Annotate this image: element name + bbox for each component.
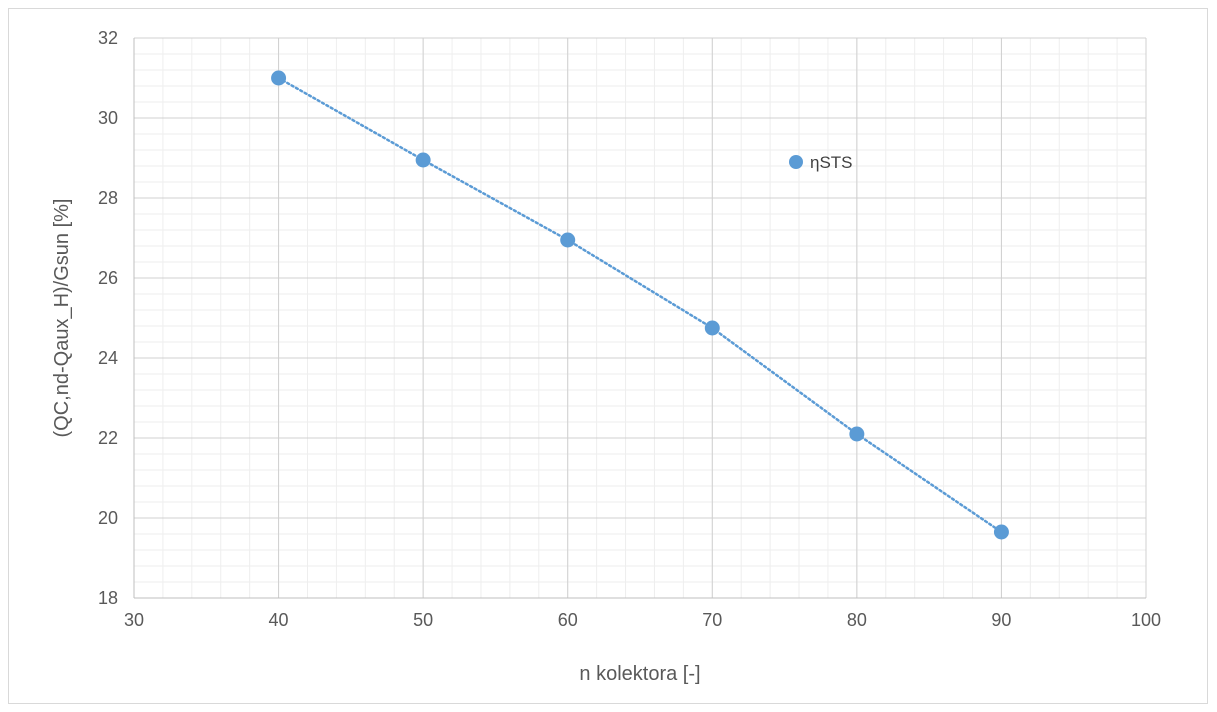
y-tick-label: 30 [98, 108, 118, 128]
y-axis-label: (QC,nd-Qaux_H)/Gsun [%] [51, 199, 73, 438]
trendline [277, 76, 1003, 534]
x-tick-label: 60 [558, 610, 578, 630]
y-tick-label: 26 [98, 268, 118, 288]
data-point [560, 232, 576, 248]
legend-label: ηSTS [810, 153, 853, 172]
trendline-path [277, 76, 1003, 534]
x-tick-labels: 30 40 50 60 70 80 90 100 [124, 610, 1161, 630]
x-tick-label: 70 [702, 610, 722, 630]
data-point [849, 426, 865, 442]
y-tick-label: 20 [98, 508, 118, 528]
legend: ηSTS [789, 153, 853, 172]
y-tick-label: 22 [98, 428, 118, 448]
data-point [993, 524, 1009, 540]
chart-frame [8, 8, 1208, 704]
data-points [271, 70, 1009, 540]
axes [133, 38, 1146, 599]
data-point [271, 70, 287, 86]
y-tick-label: 24 [98, 348, 118, 368]
y-tick-labels: 18 20 22 24 26 28 30 32 [98, 28, 118, 608]
minor-gridlines [133, 37, 1147, 599]
x-tick-label: 40 [269, 610, 289, 630]
y-tick-label: 32 [98, 28, 118, 48]
y-tick-label: 28 [98, 188, 118, 208]
legend-marker [789, 155, 803, 169]
x-tick-label: 100 [1131, 610, 1161, 630]
data-point [415, 152, 431, 168]
x-axis-label: n kolektora [-] [579, 663, 700, 685]
x-tick-label: 90 [991, 610, 1011, 630]
x-tick-label: 80 [847, 610, 867, 630]
major-gridlines [133, 37, 1147, 599]
x-tick-label: 50 [413, 610, 433, 630]
y-tick-label: 18 [98, 588, 118, 608]
data-point [704, 320, 720, 336]
x-tick-label: 30 [124, 610, 144, 630]
